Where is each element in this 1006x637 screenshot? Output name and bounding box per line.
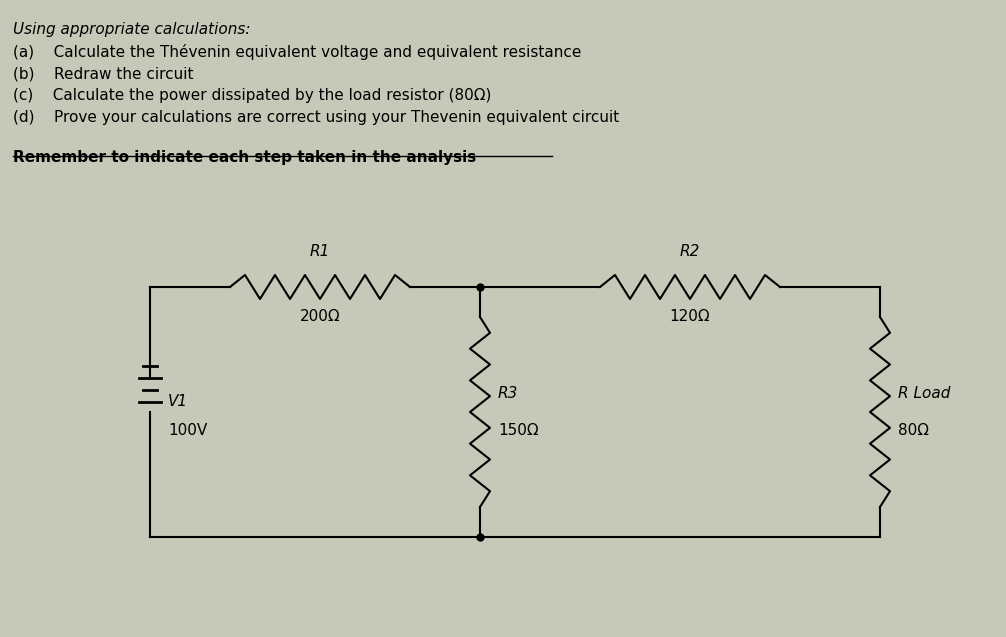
- Text: 200Ω: 200Ω: [300, 309, 340, 324]
- Text: V1: V1: [168, 394, 188, 410]
- Text: R1: R1: [310, 244, 330, 259]
- Text: (a)    Calculate the Thévenin equivalent voltage and equivalent resistance: (a) Calculate the Thévenin equivalent vo…: [13, 44, 581, 60]
- Text: 80Ω: 80Ω: [898, 422, 929, 438]
- Text: R Load: R Load: [898, 387, 951, 401]
- Text: (d)    Prove your calculations are correct using your Thevenin equivalent circui: (d) Prove your calculations are correct …: [13, 110, 620, 125]
- Text: Using appropriate calculations:: Using appropriate calculations:: [13, 22, 250, 37]
- Text: 100V: 100V: [168, 422, 207, 438]
- Text: 150Ω: 150Ω: [498, 422, 538, 438]
- Text: (b)    Redraw the circuit: (b) Redraw the circuit: [13, 66, 193, 81]
- Text: R2: R2: [680, 244, 700, 259]
- Text: R3: R3: [498, 387, 518, 401]
- Text: 120Ω: 120Ω: [670, 309, 710, 324]
- Text: Remember to indicate each step taken in the analysis: Remember to indicate each step taken in …: [13, 150, 476, 165]
- Text: (c)    Calculate the power dissipated by the load resistor (80Ω): (c) Calculate the power dissipated by th…: [13, 88, 491, 103]
